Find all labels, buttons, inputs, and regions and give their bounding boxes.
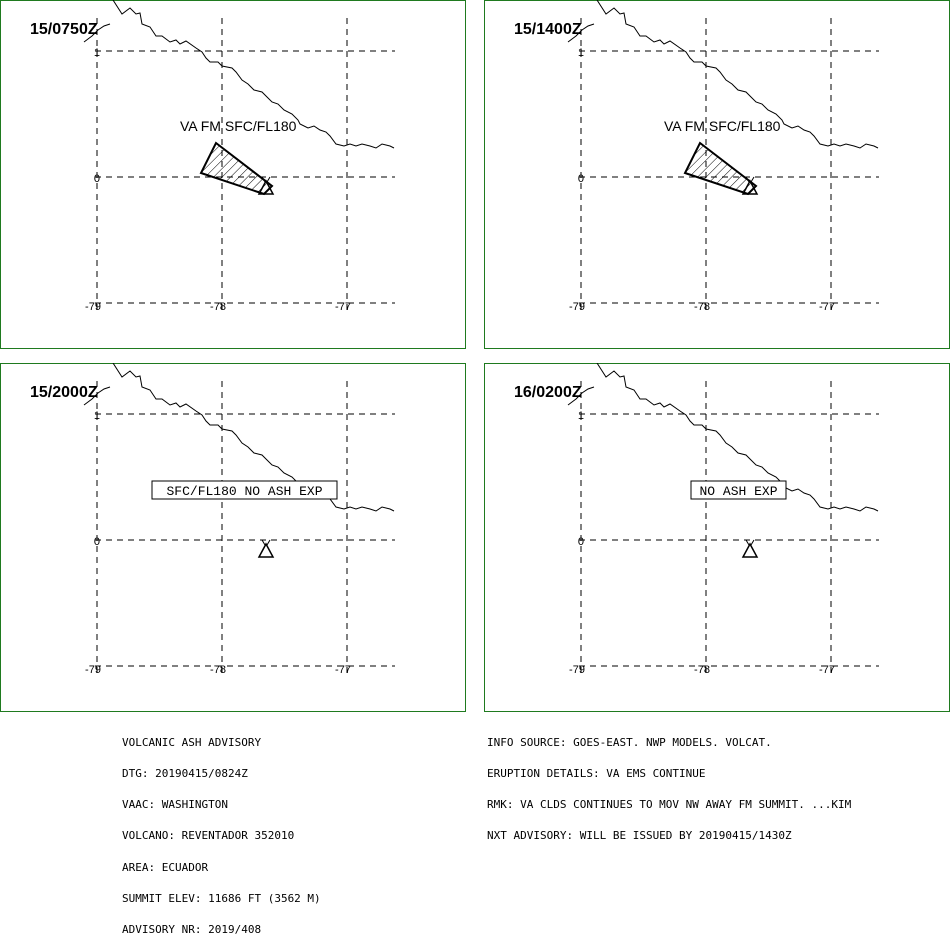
advisory-summit-elev: SUMMIT ELEV: 11686 FT (3562 M) bbox=[122, 891, 321, 905]
ash-label: NO ASH EXP bbox=[699, 484, 777, 499]
longitude-label: -79 bbox=[569, 301, 585, 313]
ash-label: VA FM SFC/FL180 bbox=[664, 118, 781, 134]
advisory-info-left: VOLCANIC ASH ADVISORY DTG: 20190415/0824… bbox=[122, 717, 321, 946]
advisory-number: ADVISORY NR: 2019/408 bbox=[122, 923, 262, 937]
longitude-label: -77 bbox=[335, 664, 351, 676]
advisory-title: VOLCANIC ASH ADVISORY bbox=[122, 735, 262, 749]
longitude-label: -77 bbox=[819, 664, 835, 676]
map-panel-2: 1 0 -79 -78 -77 15/1400Z VA FM SFC/FL180 bbox=[484, 0, 950, 349]
map-svg: 1 0 -79 -78 -77 15/1400Z VA FM SFC/FL180 bbox=[484, 0, 950, 349]
advisory-info-right: INFO SOURCE: GOES-EAST. NWP MODELS. VOLC… bbox=[487, 717, 851, 852]
map-svg: 1 0 -79 -78 -77 15/0750Z VA FM SFC/FL180 bbox=[0, 0, 466, 349]
latitude-label: 1 bbox=[94, 47, 100, 59]
latitude-label: 1 bbox=[94, 410, 100, 422]
map-panel-4: 1 0 -79 -78 -77 16/0200Z NO ASH EXP bbox=[484, 363, 950, 712]
coastline bbox=[83, 386, 111, 406]
longitude-label: -79 bbox=[85, 301, 101, 313]
coastline bbox=[596, 0, 879, 149]
coastline bbox=[112, 0, 395, 149]
volcano-triangle-icon bbox=[257, 539, 275, 558]
advisory-eruption-details: ERUPTION DETAILS: VA EMS CONTINUE bbox=[487, 767, 706, 781]
advisory-dtg: DTG: 20190415/0824Z bbox=[122, 767, 248, 781]
advisory-info-source: INFO SOURCE: GOES-EAST. NWP MODELS. VOLC… bbox=[487, 735, 772, 749]
longitude-label: -79 bbox=[569, 664, 585, 676]
longitude-label: -77 bbox=[819, 301, 835, 313]
volcano-triangle-icon bbox=[257, 176, 275, 195]
advisory-area: AREA: ECUADOR bbox=[122, 860, 209, 874]
advisory-volcano: VOLCANO: REVENTADOR 352010 bbox=[122, 829, 295, 843]
latitude-label: 1 bbox=[578, 47, 584, 59]
volcano-triangle-icon bbox=[741, 176, 759, 195]
ash-label: SFC/FL180 NO ASH EXP bbox=[166, 484, 322, 499]
coastline bbox=[567, 23, 595, 43]
map-panel-3: 1 0 -79 -78 -77 15/2000Z SFC/FL180 NO ASH EXP bbox=[0, 363, 466, 712]
panel-frame bbox=[0, 363, 466, 712]
forecast-time: 15/2000Z bbox=[30, 384, 98, 401]
map-panel-1: 1 0 -79 -78 -77 15/0750Z VA FM SFC/FL180 bbox=[0, 0, 466, 349]
coastline bbox=[567, 386, 595, 406]
latitude-label: 0 bbox=[94, 173, 100, 185]
map-svg: 1 0 -79 -78 -77 15/2000Z SFC/FL180 NO ASH EXP bbox=[0, 363, 466, 712]
coastline bbox=[596, 363, 879, 512]
advisory-next: NXT ADVISORY: WILL BE ISSUED BY 20190415… bbox=[487, 829, 792, 843]
latitude-label: 0 bbox=[578, 173, 584, 185]
longitude-label: -78 bbox=[210, 301, 226, 313]
panel-frame bbox=[484, 363, 950, 712]
forecast-time: 15/0750Z bbox=[30, 21, 98, 38]
longitude-label: -77 bbox=[335, 301, 351, 313]
coastline bbox=[112, 363, 395, 512]
ash-label: VA FM SFC/FL180 bbox=[180, 118, 297, 134]
longitude-label: -79 bbox=[85, 664, 101, 676]
advisory-vaac: VAAC: WASHINGTON bbox=[122, 798, 228, 812]
volcano-triangle-icon bbox=[741, 539, 759, 558]
longitude-label: -78 bbox=[210, 664, 226, 676]
label-box bbox=[690, 480, 787, 500]
coastline bbox=[83, 23, 111, 43]
advisory-remarks: RMK: VA CLDS CONTINUES TO MOV NW AWAY FM… bbox=[487, 798, 852, 812]
longitude-label: -78 bbox=[694, 301, 710, 313]
latitude-label: 0 bbox=[94, 536, 100, 548]
forecast-time: 16/0200Z bbox=[514, 384, 582, 401]
longitude-label: -78 bbox=[694, 664, 710, 676]
forecast-time: 15/1400Z bbox=[514, 21, 582, 38]
latitude-label: 0 bbox=[578, 536, 584, 548]
label-box bbox=[151, 480, 338, 500]
map-svg: 1 0 -79 -78 -77 16/0200Z NO ASH EXP bbox=[484, 363, 950, 712]
latitude-label: 1 bbox=[578, 410, 584, 422]
